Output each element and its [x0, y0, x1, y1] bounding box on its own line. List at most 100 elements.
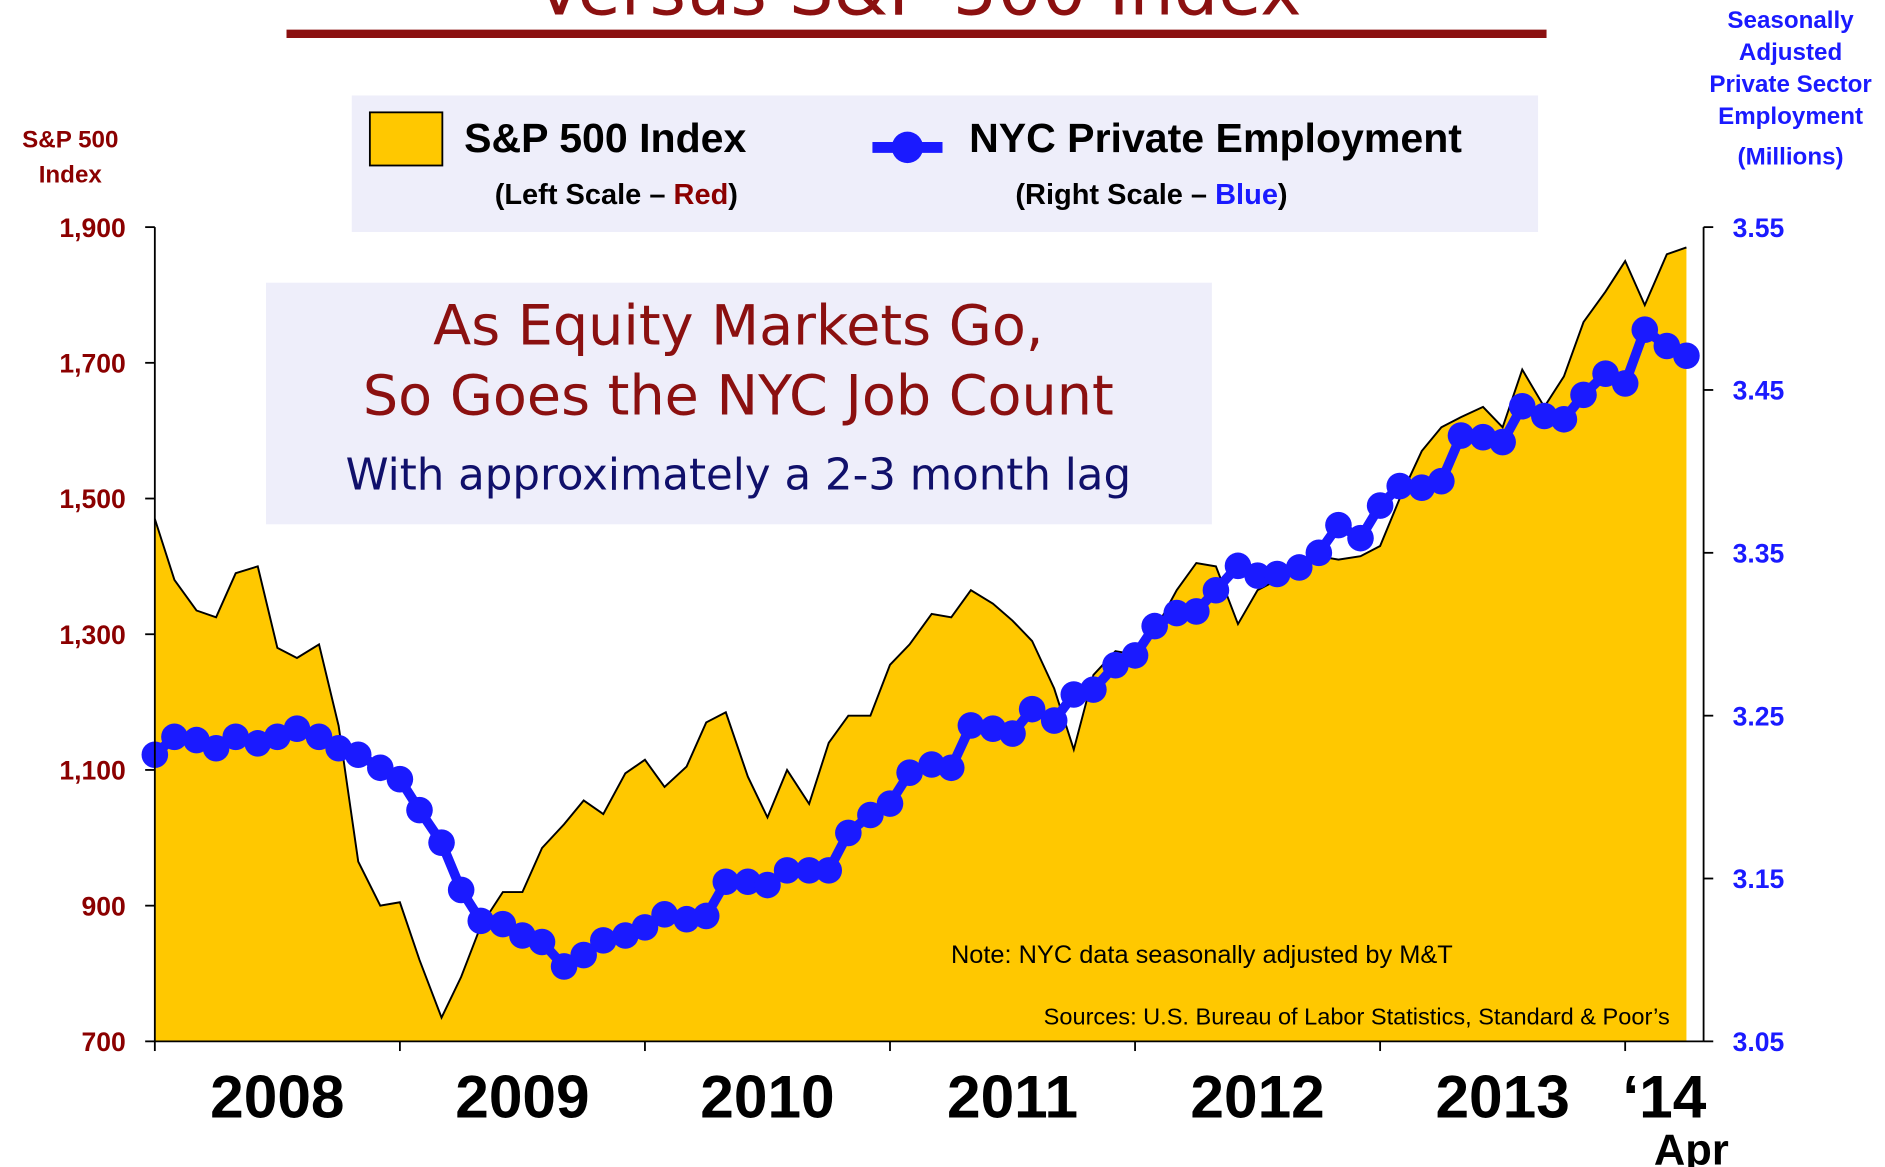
employment-marker — [1531, 402, 1558, 430]
annotation-line: So Goes the NYC Job Count — [363, 363, 1114, 428]
note: Note: NYC data seasonally adjusted by M&… — [951, 941, 1453, 969]
employment-marker — [550, 953, 578, 980]
x-tick-label: 2010 — [700, 1062, 834, 1130]
employment-marker — [1224, 552, 1252, 580]
y2-axis-title: (Millions) — [1738, 143, 1844, 170]
y2-tick-label: 3.05 — [1733, 1027, 1785, 1057]
legend-note-part: ) — [1278, 179, 1288, 211]
y2-tick-label: 3.55 — [1733, 213, 1785, 243]
legend-note: (Right Scale – Blue) — [1015, 179, 1287, 211]
x-tick-label: 2013 — [1435, 1062, 1569, 1130]
annotation-line: With approximately a 2-3 month lag — [346, 450, 1131, 500]
source: Sources: U.S. Bureau of Labor Statistics… — [1044, 1003, 1670, 1029]
legend-marker — [891, 131, 924, 164]
employment-marker — [734, 868, 762, 896]
annotation-line: As Equity Markets Go, — [433, 293, 1043, 358]
y-tick-label: 1,100 — [59, 756, 125, 786]
employment-marker — [712, 868, 740, 896]
area-edge — [153, 246, 1687, 1021]
employment-marker — [344, 741, 372, 769]
employment-marker — [467, 907, 495, 935]
employment-marker — [366, 754, 394, 782]
employment-marker — [815, 857, 843, 884]
legend-note-part: Blue — [1215, 179, 1278, 211]
employment-marker — [1121, 642, 1149, 669]
employment-marker — [1631, 316, 1659, 344]
legend-label: S&P 500 Index — [464, 115, 746, 161]
employment-marker — [1163, 599, 1191, 627]
employment-marker — [692, 902, 720, 930]
employment-marker — [1508, 392, 1536, 420]
y-axis-title: Index — [39, 161, 103, 188]
employment-marker — [1325, 511, 1352, 539]
employment-marker — [937, 754, 965, 782]
employment-marker — [447, 876, 475, 904]
legend-box — [351, 95, 1539, 232]
employment-marker — [1040, 707, 1068, 734]
employment-marker — [1592, 360, 1619, 387]
employment-marker — [1102, 651, 1129, 679]
y2-tick-label: 3.15 — [1733, 864, 1785, 894]
y2-axis-title: Employment — [1718, 103, 1863, 130]
employment-marker — [1285, 554, 1313, 581]
employment-marker — [1080, 676, 1107, 703]
y2-axis-title: Seasonally — [1727, 7, 1854, 34]
x-tick-label: 2012 — [1190, 1062, 1324, 1130]
x-tick-label: 2009 — [455, 1062, 589, 1130]
legend-swatch — [368, 111, 444, 167]
employment-marker — [489, 910, 517, 938]
y-axis-title: S&P 500 — [22, 126, 118, 153]
x-sublabel: Apr — [1654, 1127, 1729, 1167]
y2-tick-label: 3.45 — [1733, 376, 1785, 406]
employment-marker — [1018, 695, 1046, 723]
employment-marker — [161, 723, 188, 751]
employment-marker — [386, 765, 414, 793]
employment-marker — [1141, 612, 1168, 640]
employment-marker — [1202, 576, 1230, 604]
y2-axis-title: Adjusted — [1739, 39, 1842, 66]
x-tick-label: 2011 — [947, 1062, 1078, 1130]
employment-marker — [202, 734, 230, 762]
employment-marker — [876, 790, 904, 817]
employment-marker — [283, 715, 311, 742]
legend-note-part: (Left Scale – — [495, 179, 674, 211]
employment-marker — [1183, 598, 1210, 625]
y-tick-label: 900 — [82, 891, 126, 921]
employment-marker — [918, 751, 945, 778]
employment-marker — [631, 914, 659, 941]
employment-marker — [773, 857, 801, 884]
employment-marker — [957, 712, 985, 739]
employment-marker — [999, 720, 1026, 747]
legend-label: NYC Private Employment — [969, 115, 1462, 161]
y-tick-label: 700 — [82, 1027, 126, 1057]
y-tick-label: 1,500 — [59, 484, 125, 514]
employment-marker — [222, 723, 249, 751]
employment-marker — [1428, 467, 1455, 495]
employment-marker — [406, 796, 433, 824]
area-fill — [154, 247, 1704, 1042]
employment-marker — [1347, 524, 1374, 552]
employment-marker — [570, 941, 597, 969]
y2-tick-label: 3.35 — [1733, 538, 1785, 568]
y2-axis-title: Private Sector — [1709, 71, 1872, 98]
employment-marker — [673, 905, 700, 933]
employment-marker — [305, 723, 333, 751]
employment-marker — [1305, 539, 1333, 567]
chart-title: Versus S&P 500 Index — [535, 0, 1301, 31]
y-tick-label: 1,900 — [59, 213, 125, 243]
employment-marker — [1611, 370, 1639, 397]
employment-marker — [428, 829, 455, 856]
employment-marker — [1570, 381, 1597, 409]
employment-marker — [1653, 332, 1681, 360]
employment-marker — [1366, 492, 1394, 519]
x-tick-label: 2008 — [210, 1062, 344, 1130]
employment-marker — [589, 927, 617, 954]
employment-marker — [1550, 405, 1578, 433]
employment-marker — [1386, 472, 1414, 500]
employment-marker — [1244, 562, 1271, 589]
legend-note-part: (Right Scale – — [1015, 179, 1215, 211]
employment-marker — [835, 819, 862, 847]
y2-tick-label: 3.25 — [1733, 701, 1785, 731]
employment-marker — [896, 759, 923, 786]
